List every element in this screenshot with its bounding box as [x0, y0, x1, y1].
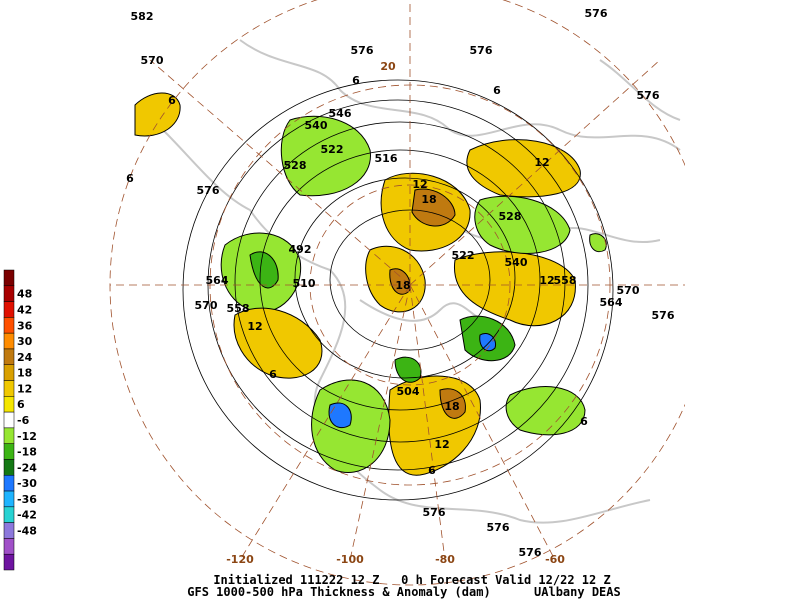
colorbar-swatch: [3, 380, 15, 397]
colorbar-swatch: [3, 553, 15, 571]
contour-label: 576: [423, 506, 446, 519]
colorbar-swatch: [3, 475, 15, 492]
colorbar-swatch: [3, 443, 15, 460]
colorbar-swatch: [3, 522, 15, 539]
contour-label: 18: [444, 400, 459, 413]
contour-label: 18: [421, 193, 436, 206]
contour-label: 570: [195, 299, 218, 312]
contour-label: 570: [617, 284, 640, 297]
colorbar-swatch: [3, 506, 15, 523]
contour-label: 576: [351, 44, 374, 57]
colorbar-swatch: [3, 459, 15, 476]
contour-label: 6: [493, 84, 501, 97]
colorbar-swatch: [3, 285, 15, 302]
contour-label: 570: [141, 54, 164, 67]
colorbar-swatch: [3, 411, 15, 429]
contour-label: 12: [434, 438, 449, 451]
longitude-label: -120: [226, 553, 254, 566]
contour-label: 12: [412, 178, 427, 191]
colorbar-label: 24: [17, 351, 33, 364]
contour-label: 576: [197, 184, 220, 197]
contour-label: 516: [375, 152, 398, 165]
longitude-label: 20: [380, 60, 396, 73]
contour-label: 12: [247, 320, 262, 333]
colorbar-label: -18: [17, 446, 37, 459]
footer-line: GFS 1000-500 hPa Thickness & Anomaly (da…: [187, 585, 620, 599]
colorbar-label: 36: [17, 319, 33, 332]
colorbar-label: -24: [17, 461, 37, 474]
contour-label: 540: [305, 119, 328, 132]
colorbar-label: -30: [17, 477, 37, 490]
mask: [685, 0, 800, 575]
colorbar-swatch: [3, 490, 15, 508]
contour-label: 6: [580, 415, 588, 428]
contour-label: 6: [168, 94, 176, 107]
contour-label: 540: [505, 256, 528, 269]
anomaly-fills: [134, 92, 607, 476]
colorbar-swatch: [3, 301, 15, 318]
colorbar-swatch: [3, 396, 15, 413]
colorbar-label: 18: [17, 367, 32, 380]
contour-label: 576: [652, 309, 675, 322]
colorbar-label: -42: [17, 509, 37, 522]
colorbar-label: 6: [17, 398, 25, 411]
longitude-label: -60: [545, 553, 565, 566]
contour-label: 522: [452, 249, 475, 262]
contour-label: 522: [321, 143, 344, 156]
colorbar-label: 48: [17, 288, 32, 301]
contour-label: 558: [554, 274, 577, 287]
colorbar-swatch: [3, 269, 15, 287]
longitude-label: -80: [435, 553, 455, 566]
contour-label: 546: [329, 107, 352, 120]
graticule: [109, 0, 711, 586]
contour-label: 18: [395, 279, 410, 292]
colorbar-label: 12: [17, 382, 32, 395]
contour-label: 576: [637, 89, 660, 102]
contour-label: 6: [126, 172, 134, 185]
contour-label: 6: [428, 464, 436, 477]
contour-label: 576: [585, 7, 608, 20]
colorbar-label: -12: [17, 430, 37, 443]
colorbar-swatch: [3, 332, 15, 350]
contour-label: 564: [206, 274, 229, 287]
contour-label: 576: [470, 44, 493, 57]
colorbar-label: -36: [17, 493, 37, 506]
longitude-label: -100: [336, 553, 364, 566]
contour-label: 582: [131, 10, 154, 23]
colorbar-swatch: [3, 427, 15, 444]
contour-label: 576: [519, 546, 542, 559]
colorbar-swatch: [3, 317, 15, 334]
colorbar-label: 42: [17, 303, 32, 316]
contour-label: 6: [352, 74, 360, 87]
contour-label: 504: [397, 385, 420, 398]
thickness-contours: [182, 79, 614, 501]
footer-line: Initialized 111222 12 Z 0 h Forecast Val…: [213, 573, 610, 587]
contour-label: 510: [293, 277, 316, 290]
contour-label: 12: [539, 274, 554, 287]
contour-label: 12: [534, 156, 549, 169]
contour-label: 492: [289, 243, 312, 256]
contour-label: 558: [227, 302, 250, 315]
colorbar-label: -6: [17, 414, 30, 427]
colorbar-swatch: [3, 364, 15, 381]
contour-label: 528: [499, 210, 522, 223]
colorbar-swatch: [3, 538, 15, 555]
contour-label: 564: [600, 296, 623, 309]
colorbar-label: 30: [17, 335, 33, 348]
colorbar-label: -48: [17, 525, 37, 538]
contour-label: 528: [284, 159, 307, 172]
contour-label: 576: [487, 521, 510, 534]
colorbar-swatch: [3, 348, 15, 365]
contour-label: 6: [269, 368, 277, 381]
